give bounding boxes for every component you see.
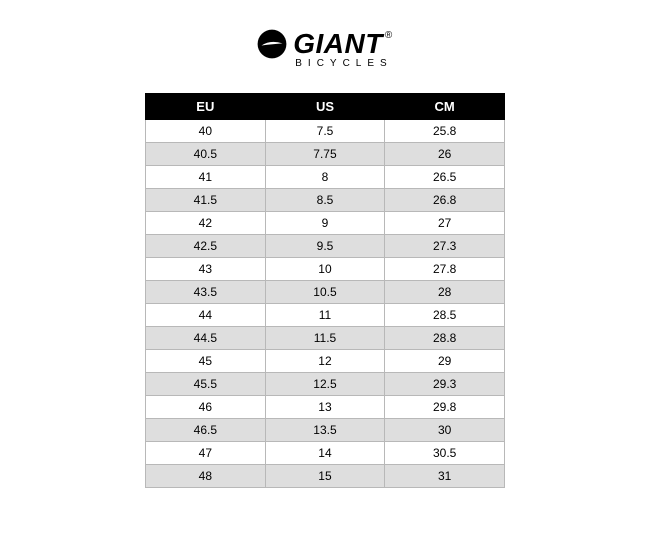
brand-name: GIANT	[293, 28, 383, 60]
logo-subtitle: BICYCLES	[295, 58, 392, 69]
table-cell: 42	[146, 212, 266, 235]
table-cell: 26.5	[385, 166, 505, 189]
table-row: 44.511.528.8	[146, 327, 505, 350]
table-row: 43.510.528	[146, 281, 505, 304]
col-header-eu: EU	[146, 94, 266, 120]
table-cell: 7.5	[265, 120, 385, 143]
table-cell: 40	[146, 120, 266, 143]
table-cell: 11	[265, 304, 385, 327]
table-cell: 28.8	[385, 327, 505, 350]
table-cell: 41	[146, 166, 266, 189]
table-cell: 43	[146, 258, 266, 281]
table-cell: 7.75	[265, 143, 385, 166]
table-cell: 40.5	[146, 143, 266, 166]
table-cell: 48	[146, 465, 266, 488]
table-cell: 44	[146, 304, 266, 327]
col-header-us: US	[265, 94, 385, 120]
table-cell: 27	[385, 212, 505, 235]
table-cell: 10.5	[265, 281, 385, 304]
table-cell: 28.5	[385, 304, 505, 327]
table-cell: 8.5	[265, 189, 385, 212]
table-cell: 31	[385, 465, 505, 488]
logo-brand-text: GIANT ®	[293, 28, 392, 60]
table-row: 441128.5	[146, 304, 505, 327]
table-row: 41.58.526.8	[146, 189, 505, 212]
table-cell: 29	[385, 350, 505, 373]
table-row: 431027.8	[146, 258, 505, 281]
table-cell: 9.5	[265, 235, 385, 258]
table-cell: 45.5	[146, 373, 266, 396]
table-cell: 41.5	[146, 189, 266, 212]
table-cell: 10	[265, 258, 385, 281]
table-header-row: EU US CM	[146, 94, 505, 120]
table-row: 40.57.7526	[146, 143, 505, 166]
table-row: 45.512.529.3	[146, 373, 505, 396]
table-cell: 26.8	[385, 189, 505, 212]
table-cell: 46.5	[146, 419, 266, 442]
table-cell: 47	[146, 442, 266, 465]
table-cell: 42.5	[146, 235, 266, 258]
table-cell: 13.5	[265, 419, 385, 442]
table-row: 471430.5	[146, 442, 505, 465]
table-row: 407.525.8	[146, 120, 505, 143]
table-cell: 12	[265, 350, 385, 373]
table-cell: 27.3	[385, 235, 505, 258]
table-cell: 13	[265, 396, 385, 419]
table-row: 451229	[146, 350, 505, 373]
table-cell: 28	[385, 281, 505, 304]
table-row: 42.59.527.3	[146, 235, 505, 258]
table-row: 41826.5	[146, 166, 505, 189]
table-cell: 8	[265, 166, 385, 189]
col-header-cm: CM	[385, 94, 505, 120]
table-cell: 30.5	[385, 442, 505, 465]
giant-swirl-icon	[257, 29, 287, 59]
table-row: 46.513.530	[146, 419, 505, 442]
table-row: 461329.8	[146, 396, 505, 419]
table-row: 42927	[146, 212, 505, 235]
table-cell: 9	[265, 212, 385, 235]
table-row: 481531	[146, 465, 505, 488]
table-cell: 14	[265, 442, 385, 465]
size-chart-table: EU US CM 407.525.840.57.752641826.541.58…	[145, 93, 505, 488]
table-cell: 45	[146, 350, 266, 373]
brand-logo: GIANT ® BICYCLES	[257, 28, 392, 69]
table-cell: 25.8	[385, 120, 505, 143]
table-cell: 43.5	[146, 281, 266, 304]
table-cell: 46	[146, 396, 266, 419]
table-cell: 27.8	[385, 258, 505, 281]
table-body: 407.525.840.57.752641826.541.58.526.8429…	[146, 120, 505, 488]
registered-mark: ®	[385, 30, 393, 41]
table-cell: 30	[385, 419, 505, 442]
table-cell: 11.5	[265, 327, 385, 350]
table-cell: 15	[265, 465, 385, 488]
logo-row: GIANT ®	[257, 28, 392, 60]
table-cell: 29.3	[385, 373, 505, 396]
table-cell: 29.8	[385, 396, 505, 419]
table-cell: 26	[385, 143, 505, 166]
table-cell: 12.5	[265, 373, 385, 396]
table-cell: 44.5	[146, 327, 266, 350]
